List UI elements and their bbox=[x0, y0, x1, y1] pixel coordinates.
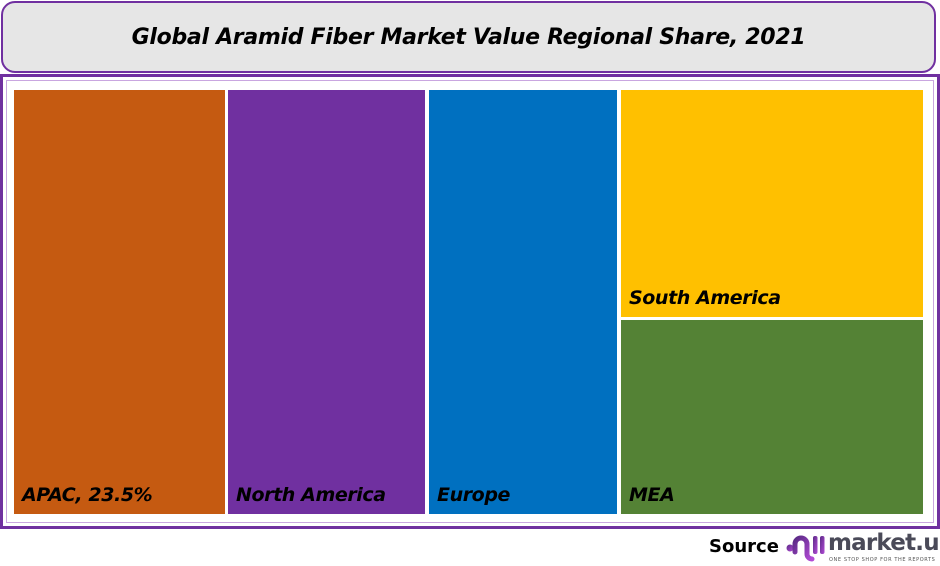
market-us-logo-icon bbox=[786, 535, 825, 562]
tile-europe: Europe bbox=[429, 90, 617, 514]
tile-label-south-america: South America bbox=[629, 287, 781, 309]
tile-label-mea: MEA bbox=[629, 484, 675, 506]
tile-north-america: North America bbox=[228, 90, 425, 514]
tile-label-europe: Europe bbox=[437, 484, 511, 506]
chart-title-box: Global Aramid Fiber Market Value Regiona… bbox=[1, 1, 936, 73]
brand-tagline: ONE STOP SHOP FOR THE REPORTS bbox=[829, 557, 936, 563]
tile-apac: APAC, 23.5% bbox=[14, 90, 225, 514]
brand-name: market.us bbox=[828, 530, 940, 556]
tile-label-north-america: North America bbox=[236, 484, 386, 506]
tile-south-america: South America bbox=[621, 90, 923, 317]
source-label: Source bbox=[709, 536, 779, 557]
treemap-inner-border bbox=[6, 80, 934, 523]
tile-label-apac: APAC, 23.5% bbox=[22, 484, 153, 506]
chart-title: Global Aramid Fiber Market Value Regiona… bbox=[131, 24, 806, 50]
tile-mea: MEA bbox=[621, 320, 923, 514]
market-us-logo: market.us ONE STOP SHOP FOR THE REPORTS bbox=[786, 530, 940, 566]
